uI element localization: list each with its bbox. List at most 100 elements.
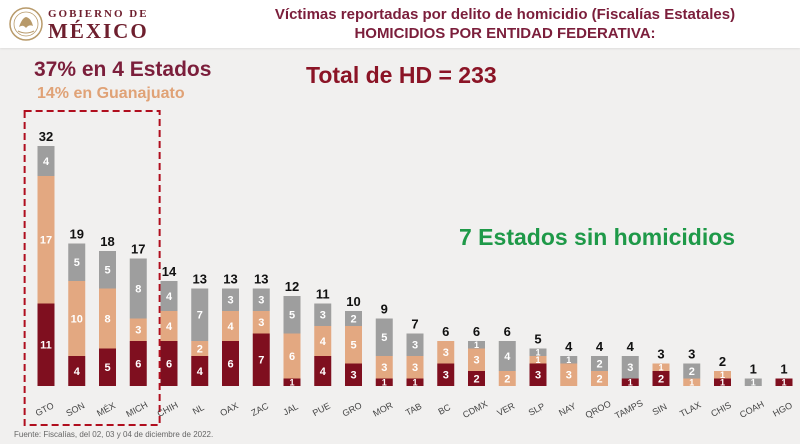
bar-segment-tamps-2 [621, 356, 639, 379]
bar-segment-zac-2 [252, 288, 270, 311]
bar-segment-gro-0 [345, 363, 362, 386]
category-label-oax: OAX [218, 400, 239, 418]
segment-label-oax-2: 3 [227, 295, 233, 307]
total-label-chis: 2 [719, 354, 726, 369]
bar-segment-jal-1 [283, 333, 301, 379]
segment-label-tamps-2: 3 [627, 362, 633, 374]
category-label-gto: GTO [34, 400, 56, 418]
segment-label-nay-2: 1 [566, 355, 571, 365]
segment-label-chih-2: 4 [166, 291, 173, 303]
bar-segment-zac-1 [252, 311, 270, 334]
segment-label-oax-1: 4 [227, 321, 234, 333]
segment-label-son-2: 5 [74, 257, 80, 269]
bar-segment-chih-0 [160, 341, 178, 386]
segment-label-zac-0: 7 [258, 355, 264, 367]
total-label-nay: 4 [565, 339, 573, 354]
bar-segment-tab-2 [406, 333, 424, 356]
bar-segment-gro-2 [345, 311, 362, 326]
segment-label-son-0: 4 [74, 366, 81, 378]
total-label-bc: 6 [442, 324, 449, 339]
category-label-chih: CHIH [156, 400, 180, 419]
category-label-zac: ZAC [250, 400, 271, 418]
bar-segment-mich-2 [129, 258, 147, 319]
segment-label-pue-0: 4 [320, 366, 327, 378]
segment-label-son-1: 10 [71, 313, 83, 325]
header-banner: GOBIERNO DE MÉXICO Víctimas reportadas p… [0, 0, 800, 48]
bar-segment-chih-2 [160, 281, 178, 311]
segment-label-tlax-1: 1 [689, 377, 694, 387]
category-label-tlax: TLAX [678, 400, 703, 419]
bar-segment-pue-0 [314, 356, 332, 386]
total-label-ver: 6 [504, 324, 511, 339]
bar-segment-qroo-1 [591, 371, 608, 386]
segment-label-mor-2: 5 [381, 332, 387, 344]
segment-label-chis-0: 1 [720, 377, 725, 387]
page-subtitle: HOMICIDIOS POR ENTIDAD FEDERATIVA: [354, 25, 656, 42]
bar-segment-jal-2 [283, 296, 301, 334]
bar-segment-nl-1 [191, 341, 209, 356]
category-label-slp: SLP [527, 401, 547, 418]
segment-label-mich-1: 3 [135, 325, 141, 337]
segment-label-slp-1: 1 [535, 355, 540, 365]
segment-label-tab-0: 1 [412, 377, 417, 387]
highlight-box [23, 110, 161, 426]
segment-label-tab-1: 3 [412, 362, 418, 374]
bar-segment-chis-0 [714, 378, 731, 386]
segment-label-cdmx-2: 1 [474, 340, 479, 350]
segment-label-slp-0: 3 [535, 370, 541, 382]
bar-segment-pue-2 [314, 303, 332, 326]
segment-label-gto-2: 4 [43, 156, 50, 168]
source-note: Fuente: Fiscalías, del 02, 03 y 04 de di… [14, 430, 214, 439]
segment-label-zac-2: 3 [258, 295, 264, 307]
bar-segment-sin-1 [652, 363, 670, 371]
bar-segment-nl-2 [191, 288, 209, 341]
segment-label-jal-2: 5 [289, 310, 295, 322]
bar-segment-hgo-0 [775, 378, 793, 386]
bar-segment-slp-1 [529, 356, 547, 364]
total-label-gto: 32 [39, 129, 53, 144]
segment-label-méx-1: 8 [104, 313, 110, 325]
bar-segment-oax-2 [222, 288, 239, 311]
gobierno-de-mexico-logo: GOBIERNO DE MÉXICO [8, 4, 178, 44]
category-label-méx: MÉX [95, 400, 117, 418]
segment-label-pue-1: 4 [320, 336, 327, 348]
annotation-guanajuato: 14% en Guanajuato [37, 85, 185, 102]
segment-label-chih-1: 4 [166, 321, 173, 333]
category-label-nay: NAY [557, 401, 577, 418]
category-label-chis: CHIS [709, 400, 733, 419]
bar-segment-cdmx-0 [468, 371, 485, 386]
total-label-zac: 13 [254, 272, 268, 287]
category-label-mor: MOR [371, 400, 395, 419]
bar-segment-pue-1 [314, 326, 332, 356]
total-label-coah: 1 [750, 362, 757, 377]
segment-label-méx-0: 5 [104, 362, 110, 374]
bar-segment-gro-1 [345, 326, 362, 364]
bar-segment-nay-2 [560, 356, 578, 364]
total-label-slp: 5 [534, 332, 541, 347]
bar-segment-méx-2 [99, 251, 116, 289]
total-label-oax: 13 [223, 272, 237, 287]
category-label-coah: COAH [738, 399, 766, 420]
segment-label-tlax-2: 2 [689, 366, 695, 378]
segment-label-gro-2: 2 [350, 313, 356, 325]
segment-label-mor-0: 1 [382, 377, 387, 387]
segment-label-chis-1: 1 [720, 370, 725, 380]
annotation-total: Total de HD = 233 [306, 62, 497, 88]
total-label-chih: 14 [162, 264, 177, 279]
segment-label-nl-2: 7 [197, 310, 203, 322]
bar-segment-cdmx-2 [468, 341, 485, 349]
segment-label-oax-0: 6 [227, 358, 233, 370]
total-label-pue: 11 [316, 287, 330, 302]
segment-label-ver-2: 4 [504, 351, 511, 363]
category-label-ver: VER [495, 400, 516, 418]
segment-label-jal-0: 1 [289, 377, 294, 387]
segment-label-gto-1: 17 [40, 235, 52, 247]
segment-label-hgo-0: 1 [781, 377, 786, 387]
total-label-qroo: 4 [596, 339, 604, 354]
segment-label-sin-0: 2 [658, 373, 664, 385]
bar-segment-ver-1 [498, 371, 516, 386]
segment-label-jal-1: 6 [289, 351, 295, 363]
logo-line-2: MÉXICO [48, 19, 149, 43]
segment-label-mich-2: 8 [135, 283, 141, 295]
